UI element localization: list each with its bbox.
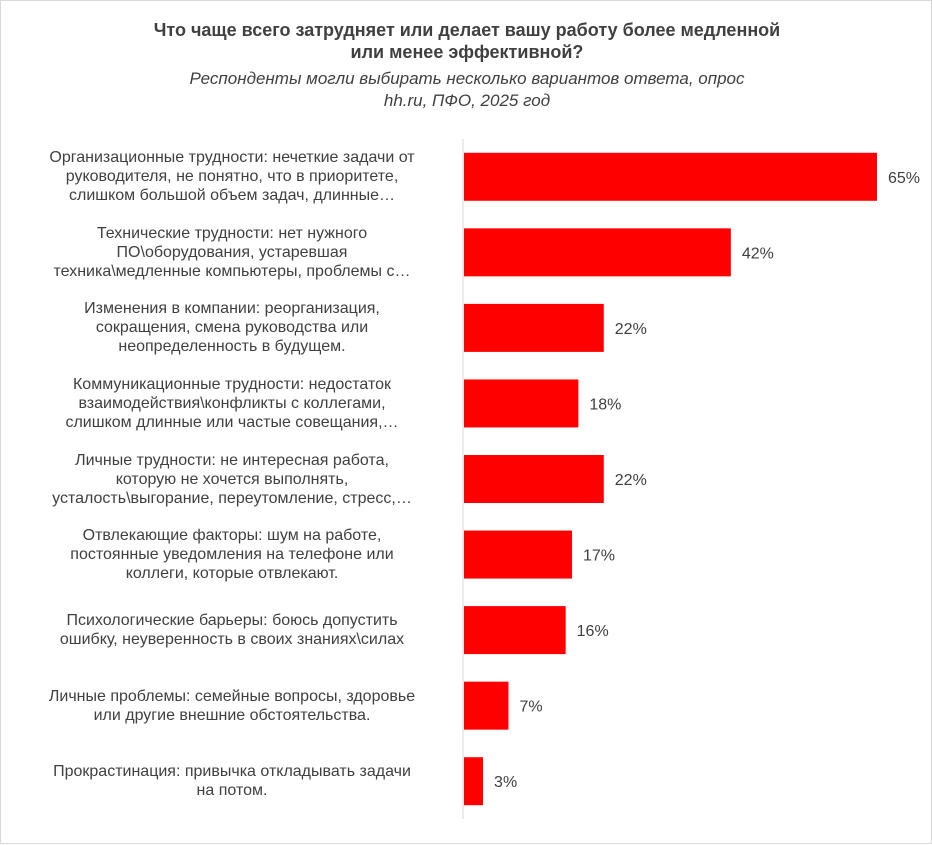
data-label: 22% xyxy=(615,472,647,489)
data-label: 65% xyxy=(888,170,920,187)
category-label: Технические трудности: нет нужного ПО\обо… xyxy=(9,224,455,281)
category-label-line: руководителя, не понятно, что в приорите… xyxy=(65,168,399,186)
data-label: 3% xyxy=(494,774,517,791)
category-label-line: слишком длинные или частые совещания,… xyxy=(65,413,399,431)
chart-title-line: или менее эффективной? xyxy=(350,42,584,62)
bar xyxy=(464,228,731,277)
category-label-line: неопределенность в будущем. xyxy=(118,338,346,356)
category-label-line: взаимодействия\конфликты с коллегами, xyxy=(78,394,386,412)
category-label: Изменения в компании: реорганизация, сокр… xyxy=(9,299,455,356)
category-label-line: техника\медленные компьютеры, проблемы с… xyxy=(53,262,411,280)
category-label-line: Коммуникационные трудности: недостаток xyxy=(72,375,392,393)
category-label-line: Технические трудности: нет нужного xyxy=(96,224,368,242)
bar xyxy=(464,530,573,579)
category-label-line: на потом. xyxy=(196,782,268,800)
data-label: 42% xyxy=(742,245,774,262)
category-label: Коммуникационные трудности: недостаток вз… xyxy=(9,375,455,432)
category-label: Психологические барьеры: боюсь допустить… xyxy=(9,611,455,649)
category-label: Организационные трудности: нечеткие зада… xyxy=(9,148,455,205)
category-label-line: сокращения, смена руководства или xyxy=(95,319,369,337)
chart-subtitle-line: hh.ru, ПФО, 2025 год xyxy=(383,91,551,110)
bar xyxy=(464,606,566,655)
bar xyxy=(464,455,604,503)
category-label-line: постоянные уведомления на телефоне или xyxy=(70,546,394,564)
category-label: Отвлекающие факторы: шум на работе, посто… xyxy=(9,526,455,583)
category-label-line: ошибку, неуверенность в своих знаниях\си… xyxy=(59,631,405,649)
chart-subtitle-line: Респонденты могли выбирать несколько вар… xyxy=(189,69,745,88)
data-label: 7% xyxy=(519,699,542,716)
category-label-line: Прокрастинация: привычка откладывать зад… xyxy=(53,763,411,781)
bar xyxy=(464,152,877,201)
data-label: 22% xyxy=(615,321,647,338)
category-label-line: ПО\оборудования, устаревшая xyxy=(116,243,348,261)
bar xyxy=(464,303,604,352)
category-label: Личные трудности: не интересная работа, к… xyxy=(9,451,455,508)
category-label-line: Изменения в компании: реорганизация, xyxy=(84,300,380,318)
chart-title: Что чаще всего затрудняет или делает ваш… xyxy=(1,19,932,63)
category-label-line: Отвлекающие факторы: шум на работе, xyxy=(82,527,382,545)
category-label-line: Личные проблемы: семейные вопросы, здоро… xyxy=(48,687,416,705)
chart-title-line: Что чаще всего затрудняет или делает ваш… xyxy=(153,20,781,40)
chart-subtitle: Респонденты могли выбирать несколько вар… xyxy=(1,68,932,112)
data-label: 18% xyxy=(589,396,621,413)
bar xyxy=(464,757,484,806)
data-label: 16% xyxy=(577,623,609,640)
category-label-line: усталость\выгорание, переутомление, стре… xyxy=(52,489,412,507)
category-label: Личные проблемы: семейные вопросы, здоро… xyxy=(9,687,455,725)
category-label: Прокрастинация: привычка откладывать зад… xyxy=(9,762,455,800)
category-label-line: Личные трудности: не интересная работа, xyxy=(75,451,389,469)
category-label-line: или другие внешние обстоятельства. xyxy=(93,706,371,724)
bar xyxy=(464,379,579,428)
bar xyxy=(464,681,509,730)
category-label-line: Психологические барьеры: боюсь допустить xyxy=(66,612,398,630)
category-label-line: которую не хочется выполнять, xyxy=(115,470,349,488)
category-label-line: слишком большой объем задач, длинные… xyxy=(68,187,396,205)
category-label-line: Организационные трудности: нечеткие зада… xyxy=(49,149,415,167)
category-label-line: коллеги, которые отвлекают. xyxy=(125,565,339,583)
data-label: 17% xyxy=(583,548,615,565)
